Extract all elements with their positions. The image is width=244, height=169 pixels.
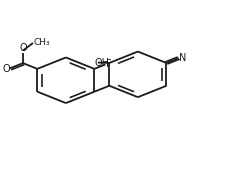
Text: O: O <box>2 64 10 74</box>
Text: O: O <box>19 43 27 53</box>
Text: N: N <box>179 53 186 63</box>
Text: F: F <box>106 59 112 69</box>
Text: CH₃: CH₃ <box>33 38 50 47</box>
Text: OH: OH <box>94 57 110 68</box>
